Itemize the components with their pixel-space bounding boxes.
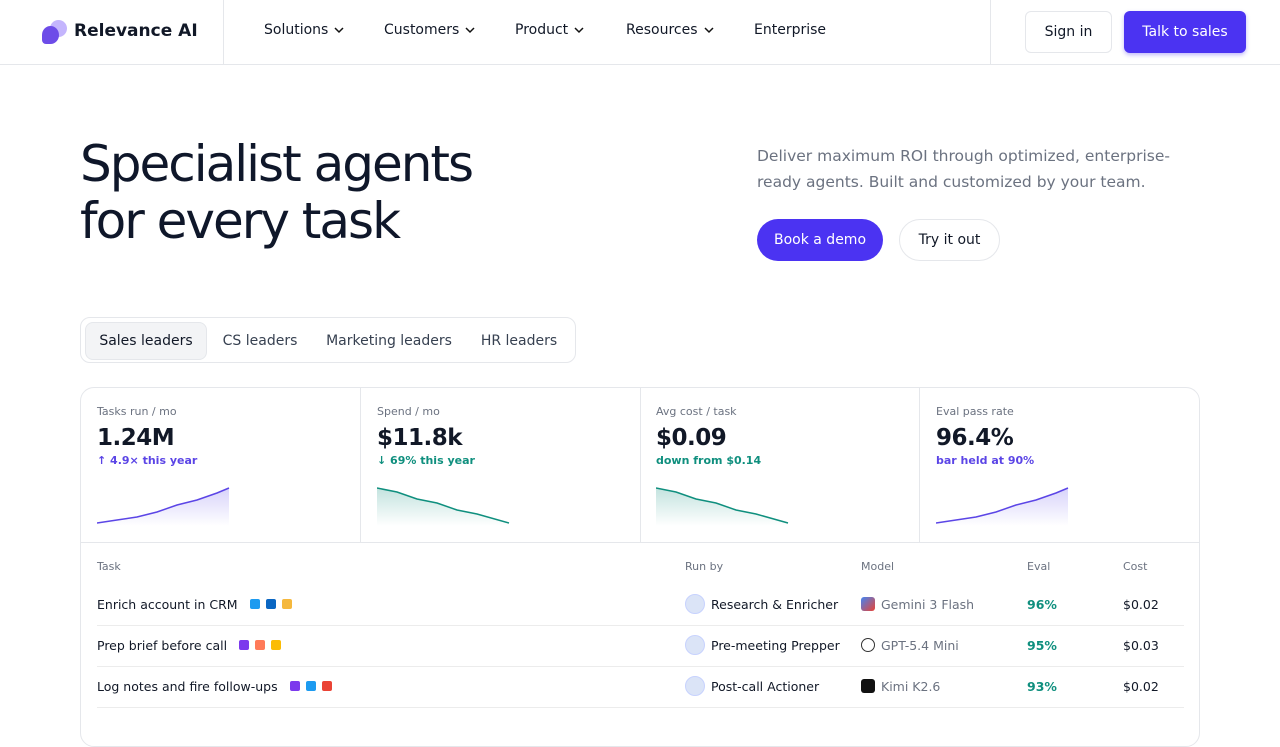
hero-title: Specialist agents for every task <box>80 135 474 250</box>
column-header: Cost <box>1123 560 1148 573</box>
agent-cell: Research & Enricher <box>685 594 838 614</box>
row-separator <box>97 666 1184 667</box>
column-header: Model <box>861 560 895 573</box>
eval-cell: 95% <box>1027 637 1057 653</box>
metric-label: Eval pass rate <box>936 405 1014 418</box>
hero-title-line: Specialist agents <box>80 135 474 193</box>
task-name: Prep brief before call <box>97 637 228 653</box>
chevron <box>334 27 344 34</box>
sparkline <box>377 487 510 526</box>
task-cell: Prep brief before call <box>97 635 282 655</box>
sign-in-button[interactable]: Sign in <box>1025 11 1112 53</box>
divider <box>223 0 224 64</box>
metric: Avg cost / task $0.09 down from $0.14 <box>640 388 920 542</box>
cta-button[interactable]: Talk to sales <box>1124 11 1246 53</box>
tab[interactable]: CS leaders <box>222 333 298 349</box>
tab-active[interactable]: Sales leaders <box>85 322 207 360</box>
cost-cell: $0.03 <box>1123 637 1159 653</box>
metric-value: 1.24M <box>97 425 175 451</box>
nav-label[interactable]: Solutions <box>264 22 329 38</box>
nav-item[interactable]: Enterprise <box>754 22 826 38</box>
model-name: GPT-5.4 Mini <box>881 637 959 653</box>
model-name: Gemini 3 Flash <box>881 596 975 612</box>
logo-text[interactable]: Relevance AI <box>74 21 198 41</box>
agent-name: Post-call Actioner <box>711 678 820 694</box>
eval-cell: 93% <box>1027 678 1057 694</box>
metric-note: bar held at 90% <box>936 454 1035 467</box>
agent-name: Research & Enricher <box>711 596 839 612</box>
sparkline <box>97 487 230 526</box>
nav-label[interactable]: Enterprise <box>754 22 827 38</box>
nav-label[interactable]: Resources <box>626 22 698 38</box>
sparkline <box>656 487 789 526</box>
metric-note: ↓ 69% this year <box>377 454 475 467</box>
metric-note: down from $0.14 <box>656 454 762 467</box>
model-cell: GPT-5.4 Mini <box>861 635 959 655</box>
metric: Eval pass rate 96.4% bar held at 90% <box>920 388 1199 542</box>
model-name: Kimi K2.6 <box>881 678 941 694</box>
row-separator <box>97 625 1184 626</box>
nav-item[interactable]: Solutions <box>264 22 344 38</box>
column-header: Eval <box>1027 560 1051 573</box>
eval-cell: 96% <box>1027 596 1057 612</box>
column-header: Task <box>97 560 121 573</box>
metric-value: $11.8k <box>377 425 463 451</box>
model-cell: Kimi K2.6 <box>861 676 940 696</box>
nav-item[interactable]: Resources <box>626 22 714 38</box>
model-cell: Gemini 3 Flash <box>861 594 974 614</box>
nav-item[interactable]: Customers <box>384 22 475 38</box>
metric-label: Spend / mo <box>377 405 440 418</box>
tab[interactable]: Marketing leaders <box>326 333 452 349</box>
try-button[interactable]: Try it out <box>899 219 1000 261</box>
tab[interactable]: HR leaders <box>480 333 558 349</box>
nav-item[interactable]: Product <box>515 22 584 38</box>
cost-cell: $0.02 <box>1123 596 1159 612</box>
task-cell: Enrich account in CRM <box>97 594 292 614</box>
row-separator <box>97 707 1184 708</box>
hero-title-line: for every task <box>80 192 401 250</box>
metric-value: $0.09 <box>656 425 727 451</box>
cost-cell: $0.02 <box>1123 678 1159 694</box>
tabs: Sales leaders CS leaders Marketing leade… <box>80 317 576 363</box>
metric-value: 96.4% <box>936 425 1014 451</box>
nav-label[interactable]: Product <box>515 22 569 38</box>
divider <box>990 0 991 64</box>
task-cell: Log notes and fire follow-ups <box>97 676 332 696</box>
logo-icon <box>42 20 68 46</box>
metrics-row: Tasks run / mo 1.24M ↑ 4.9× this year Sp… <box>81 388 1199 543</box>
metric: Tasks run / mo 1.24M ↑ 4.9× this year <box>81 388 361 542</box>
sparkline <box>936 487 1069 526</box>
navbar: Relevance AI Solutions Customers Product… <box>0 0 1280 65</box>
metric: Spend / mo $11.8k ↓ 69% this year <box>361 388 641 542</box>
task-name: Log notes and fire follow-ups <box>97 678 278 694</box>
agent-cell: Pre-meeting Prepper <box>685 635 840 655</box>
column-header: Run by <box>685 560 724 573</box>
dashboard-card: Tasks run / mo 1.24M ↑ 4.9× this year Sp… <box>80 387 1200 747</box>
chevron <box>574 27 584 34</box>
chevron <box>703 27 714 34</box>
agent-name: Pre-meeting Prepper <box>711 637 840 653</box>
hero-description: Deliver maximum ROI through optimized, e… <box>757 147 1170 191</box>
agent-cell: Post-call Actioner <box>685 676 819 696</box>
task-name: Enrich account in CRM <box>97 596 238 612</box>
metric-note: ↑ 4.9× this year <box>97 454 198 467</box>
book-demo-button[interactable]: Book a demo <box>757 219 883 261</box>
chevron <box>465 27 475 34</box>
nav-label[interactable]: Customers <box>384 22 460 38</box>
metric-label: Avg cost / task <box>656 405 737 418</box>
metric-label: Tasks run / mo <box>97 405 177 418</box>
